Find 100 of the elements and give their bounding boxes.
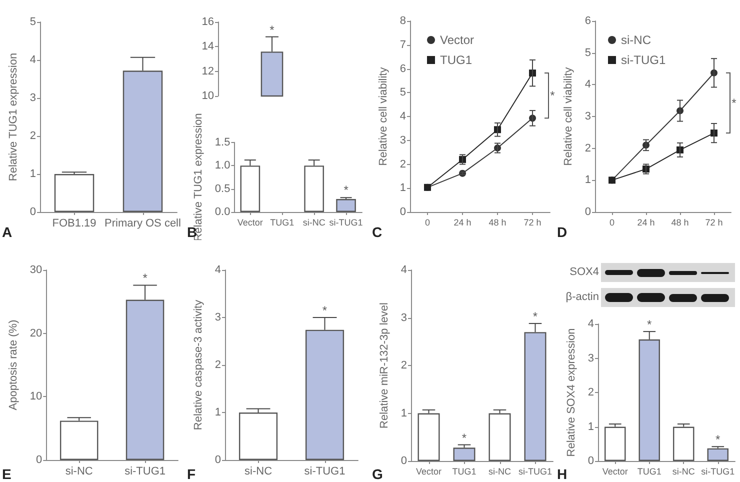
- text: H: [557, 466, 568, 482]
- y-tick-label: 3: [584, 110, 592, 122]
- y-tick-label: 0: [36, 454, 42, 466]
- y-tick-label: 5: [30, 16, 36, 28]
- y-tick-label: 3: [400, 134, 406, 146]
- y-tick-label: 2: [584, 142, 592, 154]
- y-tick-label: 2: [588, 386, 594, 398]
- y-tick-label: 0: [588, 455, 594, 467]
- x-tick-label: Vector: [237, 218, 263, 228]
- y-tick-label: 1: [30, 168, 36, 180]
- x-tick-label: 72 h: [524, 218, 542, 228]
- y-tick-label: 1: [588, 420, 594, 433]
- text: F: [187, 466, 196, 482]
- y-tick-label: 4: [588, 318, 594, 330]
- bar: [488, 413, 511, 461]
- y-tick-label: 12: [202, 65, 214, 78]
- x-tick-label: 48 h: [488, 218, 506, 228]
- x-tick-label: 0: [610, 218, 615, 228]
- y-axis-title: Relative TUG1 expression: [8, 52, 20, 182]
- y-tick-label: 5: [400, 86, 406, 99]
- y-tick-label: 0: [400, 455, 407, 467]
- y-tick-label: 1: [584, 174, 592, 186]
- y-tick-label: 3: [588, 352, 594, 364]
- y-tick-label: 1.0: [214, 160, 230, 172]
- y-tick-label: 3: [30, 92, 36, 104]
- x-tick-label: si-NC: [672, 466, 696, 476]
- y-tick-label: 8: [400, 15, 406, 27]
- y-tick-label: 6: [400, 62, 406, 75]
- y-tick-label: 0: [30, 206, 36, 218]
- y-tick-label: 3: [400, 312, 407, 324]
- text: C: [372, 224, 382, 240]
- x-tick-label: si-NC: [244, 466, 272, 478]
- y-tick-label: 0.5: [214, 182, 230, 195]
- x-tick-label: si-NC: [302, 218, 326, 228]
- x-tick-label: Vector: [602, 466, 628, 476]
- y-tick-label: 0: [214, 454, 222, 466]
- bar: [604, 426, 626, 461]
- y-tick-label: 6: [584, 15, 592, 27]
- x-tick-label: si-TUG1: [124, 466, 166, 478]
- y-tick-label: 14: [202, 40, 214, 53]
- y-tick-label: 7: [400, 38, 406, 51]
- y-tick-label: 30: [30, 264, 42, 276]
- y-tick-label: 4: [30, 54, 36, 66]
- annotation: *: [550, 88, 556, 103]
- y-tick-label: 4: [400, 110, 406, 122]
- y-tick-label: 0.0: [214, 206, 230, 218]
- annotation: *: [532, 309, 538, 324]
- y-tick-label: 2: [400, 360, 407, 372]
- annotation: *: [142, 271, 148, 286]
- legend-label: Vector: [440, 33, 474, 47]
- annotation: *: [732, 96, 737, 110]
- y-tick-label: 2: [30, 130, 36, 142]
- bar: [638, 339, 660, 461]
- x-tick-label: si-TUG1: [304, 466, 346, 478]
- bar: [673, 426, 694, 461]
- x-tick-label: 24 h: [637, 218, 655, 228]
- annotation: *: [270, 22, 275, 37]
- annotation: *: [344, 183, 349, 198]
- bar: [418, 413, 440, 461]
- x-tick-label: si-NC: [65, 466, 93, 478]
- legend-label: si-TUG1: [621, 53, 666, 67]
- legend-label: si-NC: [621, 33, 652, 47]
- x-tick-label: si-TUG1: [329, 218, 363, 228]
- x-tick-label: Primary OS cell: [104, 218, 181, 230]
- x-tick-label: 72 h: [705, 218, 723, 228]
- text: E: [2, 466, 12, 482]
- y-tick-label: 4: [584, 78, 592, 91]
- bar: [524, 332, 546, 461]
- y-tick-label: 2: [400, 158, 406, 170]
- y-tick-label: 4: [400, 264, 407, 276]
- x-tick-label: TUG1: [452, 466, 476, 476]
- y-axis-title: Apoptosis rate (%): [8, 320, 20, 410]
- annotation: *: [322, 304, 328, 318]
- y-tick-label: 1: [400, 182, 406, 194]
- y-axis-title: Relative miR-132-3p level: [378, 302, 390, 428]
- annotation: *: [716, 432, 721, 447]
- y-tick-label: 5: [584, 46, 592, 59]
- x-tick-label: 0: [425, 218, 430, 228]
- text: SOX4: [570, 265, 599, 280]
- y-tick-label: 0: [584, 206, 592, 218]
- bar: [707, 448, 728, 461]
- x-tick-label: 24 h: [454, 218, 472, 228]
- y-tick-label: 1.5: [214, 136, 230, 148]
- y-axis-title: Relative cell viability: [378, 66, 390, 166]
- annotation: *: [462, 430, 467, 445]
- x-tick-label: TUG1: [270, 218, 294, 228]
- y-tick-label: 10: [30, 390, 42, 403]
- x-tick-label: si-TUG1: [518, 466, 552, 476]
- x-tick-label: si-NC: [488, 466, 512, 476]
- y-tick-label: 0: [400, 206, 406, 218]
- text: A: [2, 224, 12, 240]
- y-tick-label: 3: [214, 312, 222, 324]
- y-tick-label: 16: [202, 16, 214, 28]
- y-tick-label: 2: [214, 359, 222, 371]
- y-tick-label: 20: [30, 327, 42, 340]
- text: β-actin: [566, 290, 599, 305]
- y-axis-title: Relative SOX4 expression: [565, 328, 578, 457]
- x-tick-label: 48 h: [671, 218, 689, 228]
- x-tick-label: Vector: [416, 466, 442, 476]
- annotation: *: [647, 318, 652, 332]
